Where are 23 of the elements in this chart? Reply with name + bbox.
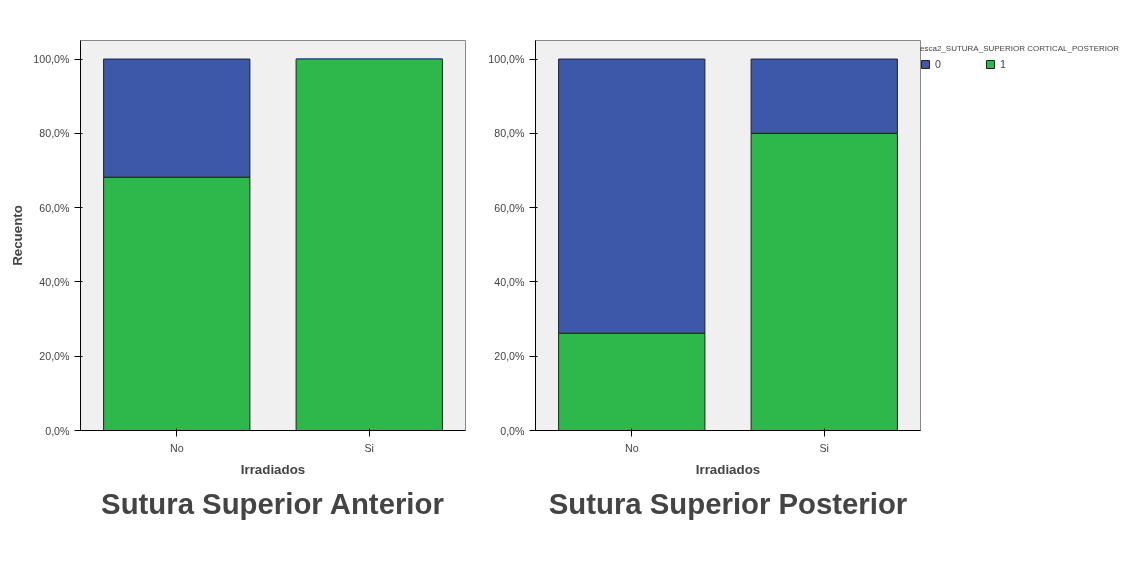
legend-label: 1 (1000, 58, 1007, 70)
x-axis-title: Irradiados (695, 461, 761, 477)
y-tick-label: 100,0% (488, 53, 526, 66)
y-tick-label: 80,0% (39, 127, 71, 140)
x-axis-title: Irradiados (240, 461, 306, 477)
text: Sutura Superior Posterior (548, 486, 908, 520)
y-tick-label: 80,0% (494, 127, 526, 140)
legend-label: 0 (935, 58, 942, 70)
y-axis-title: Recuento (10, 205, 26, 266)
y-tick-label: 60,0% (494, 201, 526, 214)
text: Sutura Superior Anterior (101, 486, 444, 520)
y-tick-label: 0,0% (45, 424, 71, 437)
x-tick-label: Si (819, 441, 829, 454)
y-tick-label: 100,0% (33, 53, 71, 66)
y-tick-label: 40,0% (39, 275, 71, 288)
y-tick-label: 40,0% (494, 275, 526, 288)
y-tick-label: 0,0% (500, 424, 526, 437)
x-tick-label: No (169, 441, 184, 454)
y-tick-label: 20,0% (39, 350, 71, 363)
x-tick-label: No (624, 441, 639, 454)
y-tick-label: 60,0% (39, 201, 71, 214)
y-tick-label: 20,0% (494, 350, 526, 363)
x-tick-label: Si (364, 441, 374, 454)
